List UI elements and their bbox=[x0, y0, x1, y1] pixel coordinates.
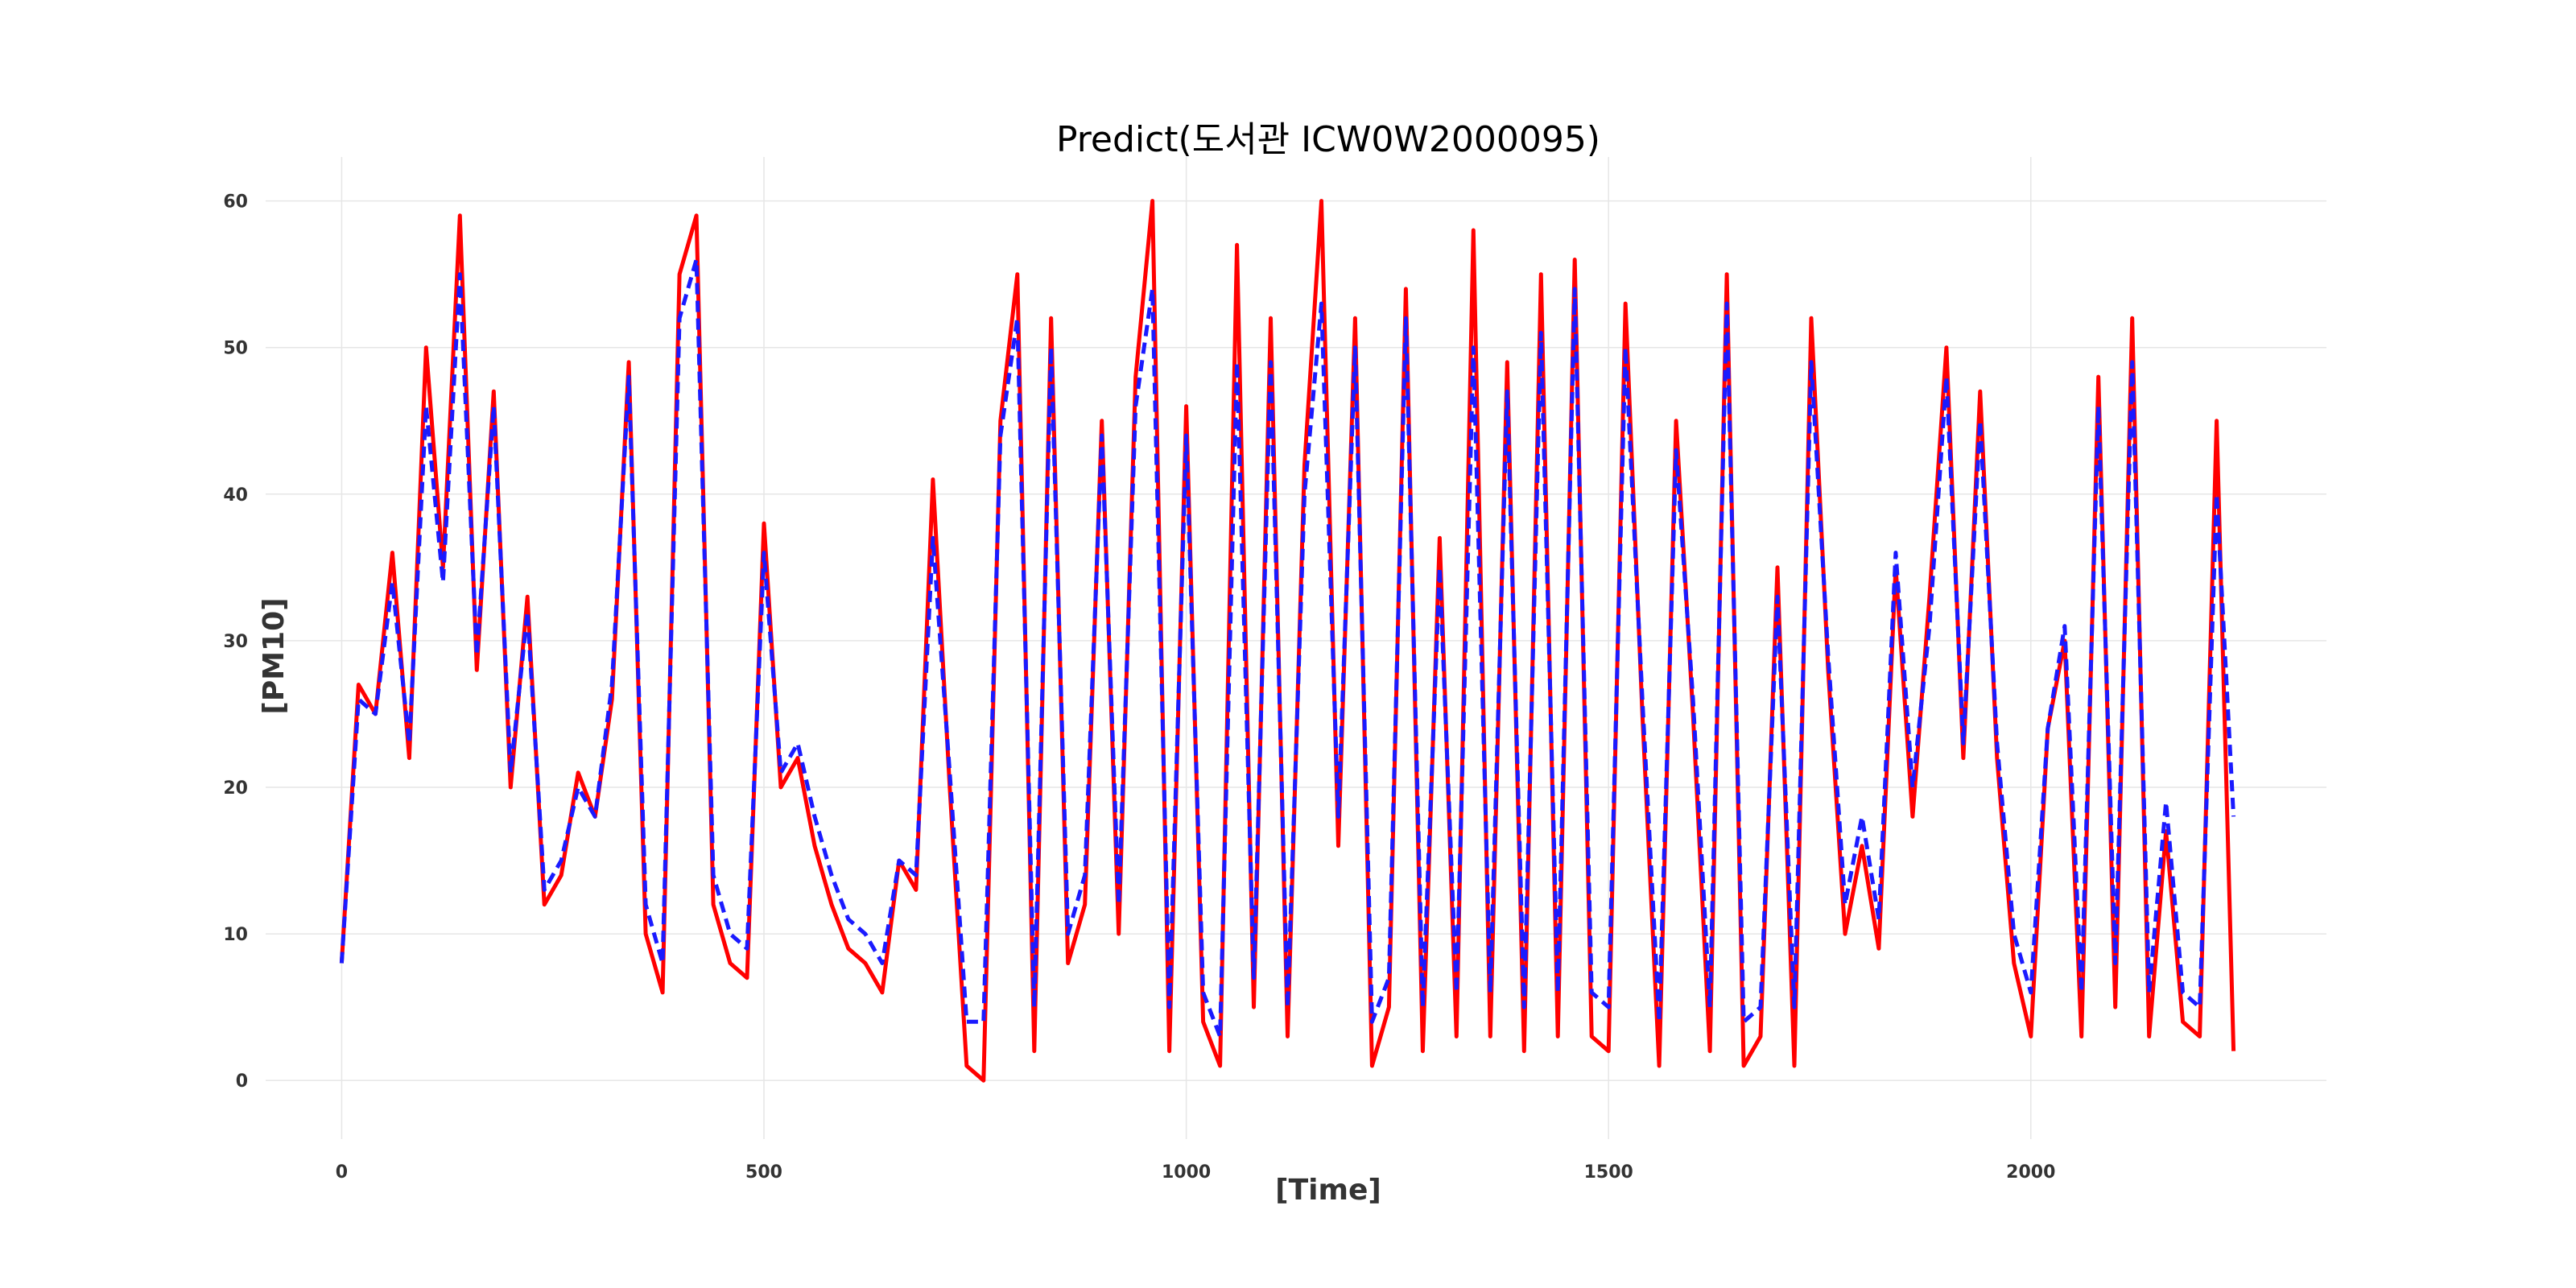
series-group bbox=[339, 199, 2236, 1083]
y-axis-ticks: 0 10 20 30 40 50 60 bbox=[223, 192, 248, 1092]
y-tick-label: 0 bbox=[236, 1071, 248, 1092]
x-tick-label: 0 bbox=[336, 1162, 348, 1183]
x-axis-label: [Time] bbox=[1275, 1174, 1381, 1207]
x-tick-label: 500 bbox=[745, 1162, 782, 1183]
y-tick-label: 30 bbox=[223, 632, 248, 652]
x-tick-label: 1000 bbox=[1162, 1162, 1211, 1183]
x-tick-label: 2000 bbox=[2006, 1162, 2055, 1183]
y-tick-label: 10 bbox=[223, 925, 248, 945]
chart-title: Predict(도서관 ICW0W2000095) bbox=[1056, 119, 1600, 160]
y-tick-label: 40 bbox=[223, 485, 248, 506]
x-axis-ticks: 0 500 1000 1500 2000 bbox=[336, 1162, 2056, 1183]
y-tick-label: 60 bbox=[223, 192, 248, 213]
y-tick-label: 20 bbox=[223, 778, 248, 799]
y-tick-label: 50 bbox=[223, 339, 248, 359]
x-tick-label: 1500 bbox=[1584, 1162, 1633, 1183]
y-axis-label: [PM10] bbox=[258, 597, 291, 714]
